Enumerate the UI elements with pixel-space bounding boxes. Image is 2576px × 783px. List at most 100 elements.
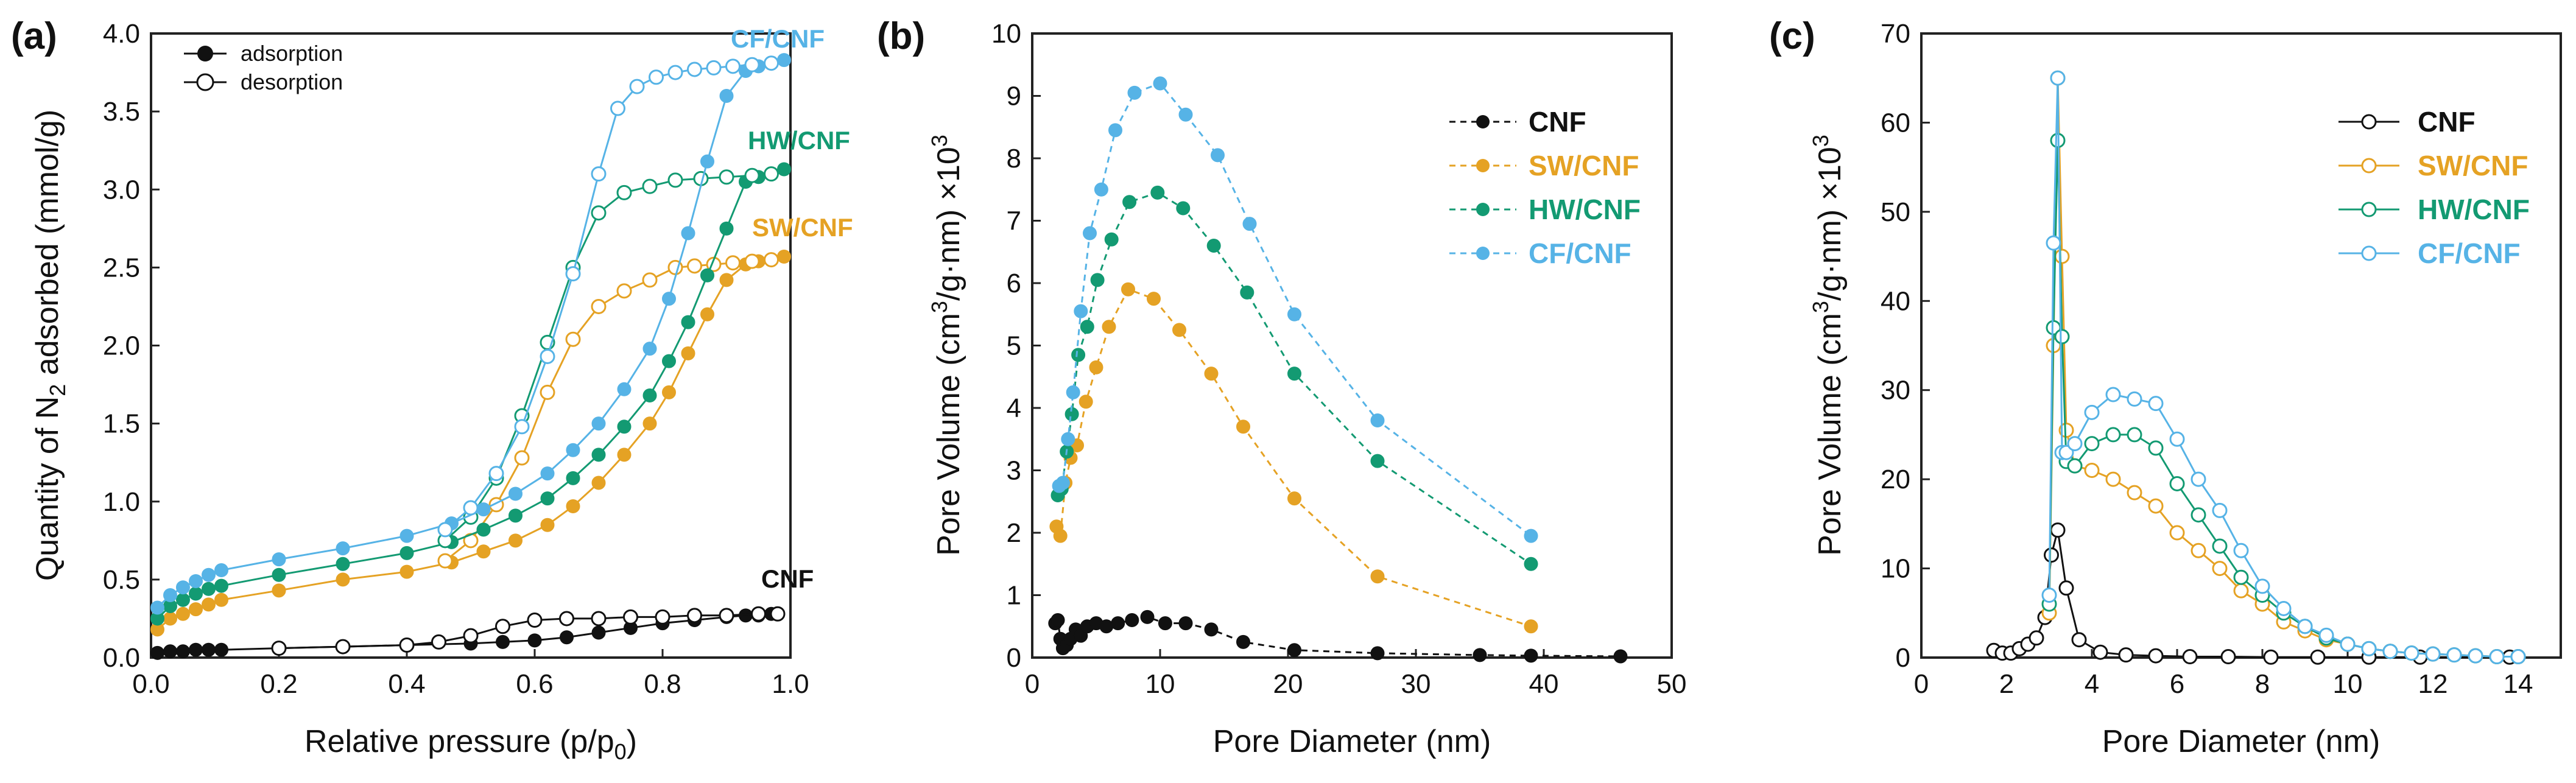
point-hw-cnf [2212, 538, 2228, 554]
panel-b-ytick-label: 10 [991, 19, 1021, 49]
legend-label-hw-cnf: HW/CNF [1529, 194, 1641, 225]
point-sw-cnf-desorption [565, 331, 581, 347]
point-cf-cnf-adsorption [509, 486, 523, 501]
point-cnf-desorption [770, 606, 786, 622]
point-sw-cnf-adsorption [681, 346, 695, 360]
point-sw-cnf-adsorption [176, 606, 190, 621]
panel-c-ytick-label: 0 [1896, 643, 1910, 673]
point-cf-cnf [2468, 648, 2483, 664]
point-cf-cnf-desorption [764, 55, 779, 71]
point-cnf-adsorption [176, 644, 190, 659]
point-sw-cnf [1204, 367, 1219, 381]
point-cnf [1178, 616, 1193, 631]
point-cf-cnf [1178, 107, 1193, 122]
panel-b-xlabel: Pore Diameter (nm) [1213, 724, 1491, 759]
point-hw-cnf [2105, 427, 2121, 443]
point-hw-cnf [1176, 201, 1191, 216]
point-hw-cnf-desorption [616, 184, 632, 200]
point-cf-cnf [2254, 578, 2270, 594]
panel-c-xtick-label: 8 [2255, 669, 2270, 699]
point-cf-cnf [2318, 627, 2334, 643]
panel-b-ytick-label: 1 [1007, 581, 1021, 611]
panel-c-xtick-label: 12 [2418, 669, 2448, 699]
point-cf-cnf [2340, 636, 2356, 652]
point-cf-cnf-adsorption [176, 580, 190, 595]
point-sw-cnf [1102, 320, 1116, 334]
panel-c-series [1986, 70, 2526, 665]
panel-b-xtick-label: 10 [1145, 669, 1175, 699]
point-hw-cnf-adsorption [540, 491, 555, 506]
point-sw-cnf-adsorption [476, 544, 491, 559]
panel-b-xtick-label: 40 [1529, 669, 1559, 699]
point-cnf-desorption [463, 628, 479, 644]
point-sw-cnf [1089, 360, 1103, 374]
panel-a-series-labels: CF/CNF HW/CNF SW/CNF CNF [731, 24, 853, 593]
panel-c-ytick-label: 60 [1881, 108, 1910, 138]
point-sw-cnf-adsorption [189, 602, 203, 617]
point-sw-cnf-adsorption [399, 564, 414, 579]
legend-marker-hw-cnf [1476, 203, 1490, 216]
point-cf-cnf-desorption [591, 166, 607, 182]
panel-a-frame [150, 32, 792, 659]
point-cf-cnf [2297, 619, 2313, 634]
point-hw-cnf-adsorption [214, 578, 228, 593]
panel-b-ytick-label: 9 [1007, 82, 1021, 111]
point-cf-cnf-adsorption [214, 563, 228, 577]
point-cf-cnf-adsorption [272, 552, 286, 567]
point-cf-cnf-desorption [687, 61, 702, 77]
point-cnf-adsorption [496, 634, 510, 649]
point-cnf-desorption [719, 608, 734, 623]
panel-a-xtick-label: 1.0 [772, 669, 809, 699]
point-cnf [2050, 522, 2066, 538]
point-sw-cnf-adsorption [700, 307, 714, 321]
point-hw-cnf-adsorption [189, 586, 203, 601]
panel-a-ytick-label: 2.5 [103, 253, 140, 283]
point-hw-cnf [2233, 569, 2249, 585]
panel-c-ytick-label: 50 [1881, 197, 1910, 227]
point-hw-cnf [1122, 195, 1137, 209]
panel-b-xtick-label: 0 [1025, 669, 1040, 699]
panel-a-xtick-label: 0.0 [132, 669, 169, 699]
point-cf-cnf [2084, 404, 2100, 420]
legend-adsorption-marker [197, 46, 213, 61]
point-cf-cnf-desorption [463, 500, 479, 516]
point-cf-cnf [2148, 396, 2164, 412]
panel-b-ytick-label: 3 [1007, 456, 1021, 486]
point-sw-cnf [2212, 561, 2228, 577]
point-cf-cnf [1524, 528, 1538, 543]
point-cf-cnf-desorption [667, 65, 683, 80]
series-line-cf-cnf-adsorption [157, 59, 784, 609]
point-cnf-desorption [751, 606, 766, 622]
point-cnf [2058, 580, 2074, 596]
panel-a-label: (a) [11, 15, 57, 57]
point-hw-cnf-adsorption [566, 471, 580, 485]
point-cnf-desorption [335, 639, 351, 655]
legend-marker-hw-cnf [2361, 202, 2377, 217]
point-cnf [2182, 649, 2198, 665]
point-cf-cnf [1127, 85, 1142, 100]
point-cf-cnf [1055, 476, 1070, 490]
legend-desorption-marker [196, 73, 214, 91]
panel-c-pore-distribution: (c) 0 2 4 6 8 10 12 14 0 10 20 30 40 50 60 70 Pore Diam… [1769, 15, 2562, 759]
panel-b-axes: 0 10 20 30 40 50 0 1 2 3 4 5 6 7 8 9 10 [991, 19, 1686, 699]
panel-a-ytick-label: 1.5 [103, 409, 140, 439]
point-hw-cnf [2067, 458, 2083, 474]
point-cf-cnf-adsorption [662, 292, 676, 306]
legend-marker-cf-cnf [1476, 247, 1490, 260]
point-cf-cnf [2050, 70, 2066, 86]
point-sw-cnf-adsorption [163, 611, 177, 626]
panel-a-series [150, 53, 791, 660]
panel-c-xtick-label: 10 [2333, 669, 2363, 699]
point-hw-cnf [1090, 273, 1105, 287]
point-cf-cnf [1287, 307, 1301, 321]
point-cf-cnf-desorption [706, 60, 722, 75]
point-cf-cnf-adsorption [189, 574, 203, 588]
panel-a-ytick-label: 0.0 [103, 643, 140, 673]
point-cf-cnf [2067, 436, 2083, 452]
point-cf-cnf-adsorption [700, 154, 714, 169]
point-cf-cnf-desorption [629, 79, 645, 94]
point-hw-cnf-adsorption [681, 315, 695, 329]
panel-b-ytick-label: 2 [1007, 518, 1021, 548]
point-cnf [1287, 643, 1301, 658]
point-hw-cnf-adsorption [700, 268, 714, 283]
